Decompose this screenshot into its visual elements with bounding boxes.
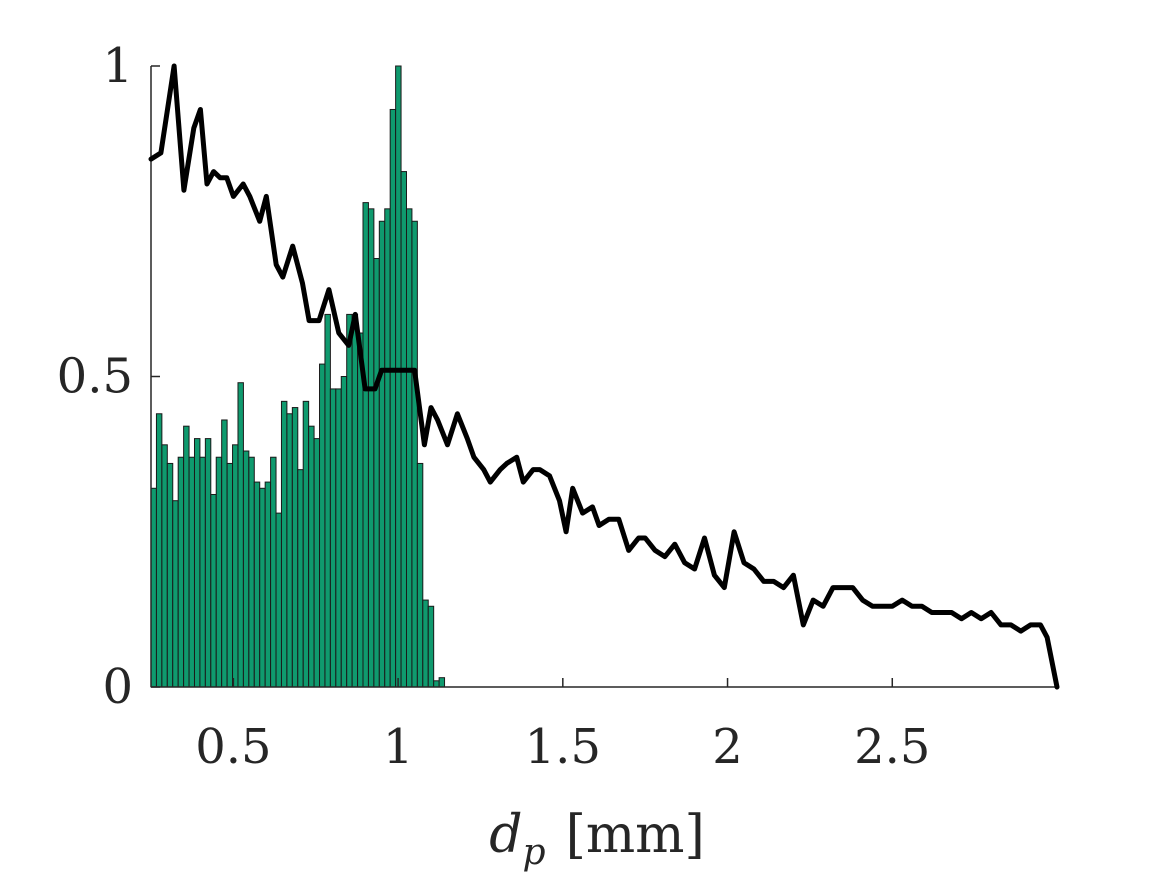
- x-tick-label: 2: [712, 719, 743, 775]
- histogram-bars: [150, 65, 446, 688]
- histogram-bar: [427, 605, 435, 688]
- tick-labels: 0.5 1 1.5 2 2.5 0 0.5 1: [57, 38, 931, 775]
- histogram-bar: [193, 438, 201, 688]
- histogram-bar: [264, 481, 272, 688]
- histogram-bar: [237, 382, 244, 688]
- histogram-bar: [248, 456, 255, 688]
- histogram-bar: [324, 313, 331, 688]
- histogram-bar: [161, 444, 168, 688]
- histogram-bar: [155, 413, 163, 688]
- histogram-bar: [433, 680, 440, 688]
- histogram-bar: [253, 481, 261, 688]
- histogram-bar: [166, 462, 174, 688]
- histogram-bar: [226, 462, 234, 688]
- histogram-bar: [183, 425, 190, 688]
- histogram-bar: [291, 407, 299, 688]
- histogram-bar: [405, 208, 413, 688]
- histogram-bar: [286, 413, 293, 688]
- histogram-bar: [204, 438, 212, 688]
- histogram-bar: [270, 456, 277, 688]
- histogram-bar: [302, 400, 310, 688]
- histogram-bar: [373, 258, 380, 688]
- histogram-bar: [335, 388, 342, 688]
- histogram-bar: [232, 444, 239, 688]
- y-tick-label: 1: [102, 38, 133, 94]
- histogram-bar: [346, 313, 353, 688]
- histogram-bar: [422, 599, 429, 688]
- histogram-bar: [329, 388, 337, 688]
- histogram-bar: [362, 202, 369, 688]
- x-tick-label: 1: [383, 719, 414, 775]
- histogram-bar: [384, 208, 391, 688]
- histogram-bar: [215, 456, 223, 688]
- axes: [150, 65, 1057, 688]
- x-tick-label: 0.5: [195, 719, 271, 775]
- y-tick-label: 0.5: [57, 349, 133, 405]
- histogram-bar: [400, 171, 407, 688]
- histogram-bar: [297, 469, 304, 688]
- histogram-bar: [438, 677, 446, 688]
- histogram-bar: [221, 419, 228, 688]
- x-tick-label: 2.5: [854, 719, 930, 775]
- x-axis-label: dp [mm]: [489, 805, 705, 873]
- histogram-bar: [395, 65, 402, 688]
- line-series-path: [148, 63, 1060, 690]
- histogram-bar: [416, 462, 424, 688]
- line-series: [148, 63, 1060, 690]
- histogram-bar: [378, 220, 386, 688]
- histogram-bar: [340, 376, 348, 688]
- histogram-bar: [275, 512, 282, 688]
- histogram-bar: [210, 493, 217, 688]
- histogram-bar: [177, 456, 185, 688]
- histogram-bar: [357, 332, 364, 688]
- histogram-bar: [280, 400, 288, 688]
- histogram-bar: [259, 487, 266, 688]
- histogram-bar: [199, 456, 206, 688]
- histogram-bar: [367, 208, 375, 688]
- histogram-bar: [319, 363, 326, 688]
- x-tick-label: 1.5: [525, 719, 601, 775]
- histogram-bar: [313, 438, 321, 688]
- histogram-bar: [172, 500, 179, 688]
- histogram-bar: [351, 313, 359, 688]
- histogram-bar: [389, 108, 397, 688]
- y-tick-label: 0: [102, 659, 133, 715]
- histogram-bar: [150, 487, 157, 688]
- histogram-bar: [242, 450, 250, 688]
- histogram-bar: [308, 425, 315, 688]
- histogram-bar: [188, 456, 195, 688]
- histogram-bar: [411, 220, 418, 688]
